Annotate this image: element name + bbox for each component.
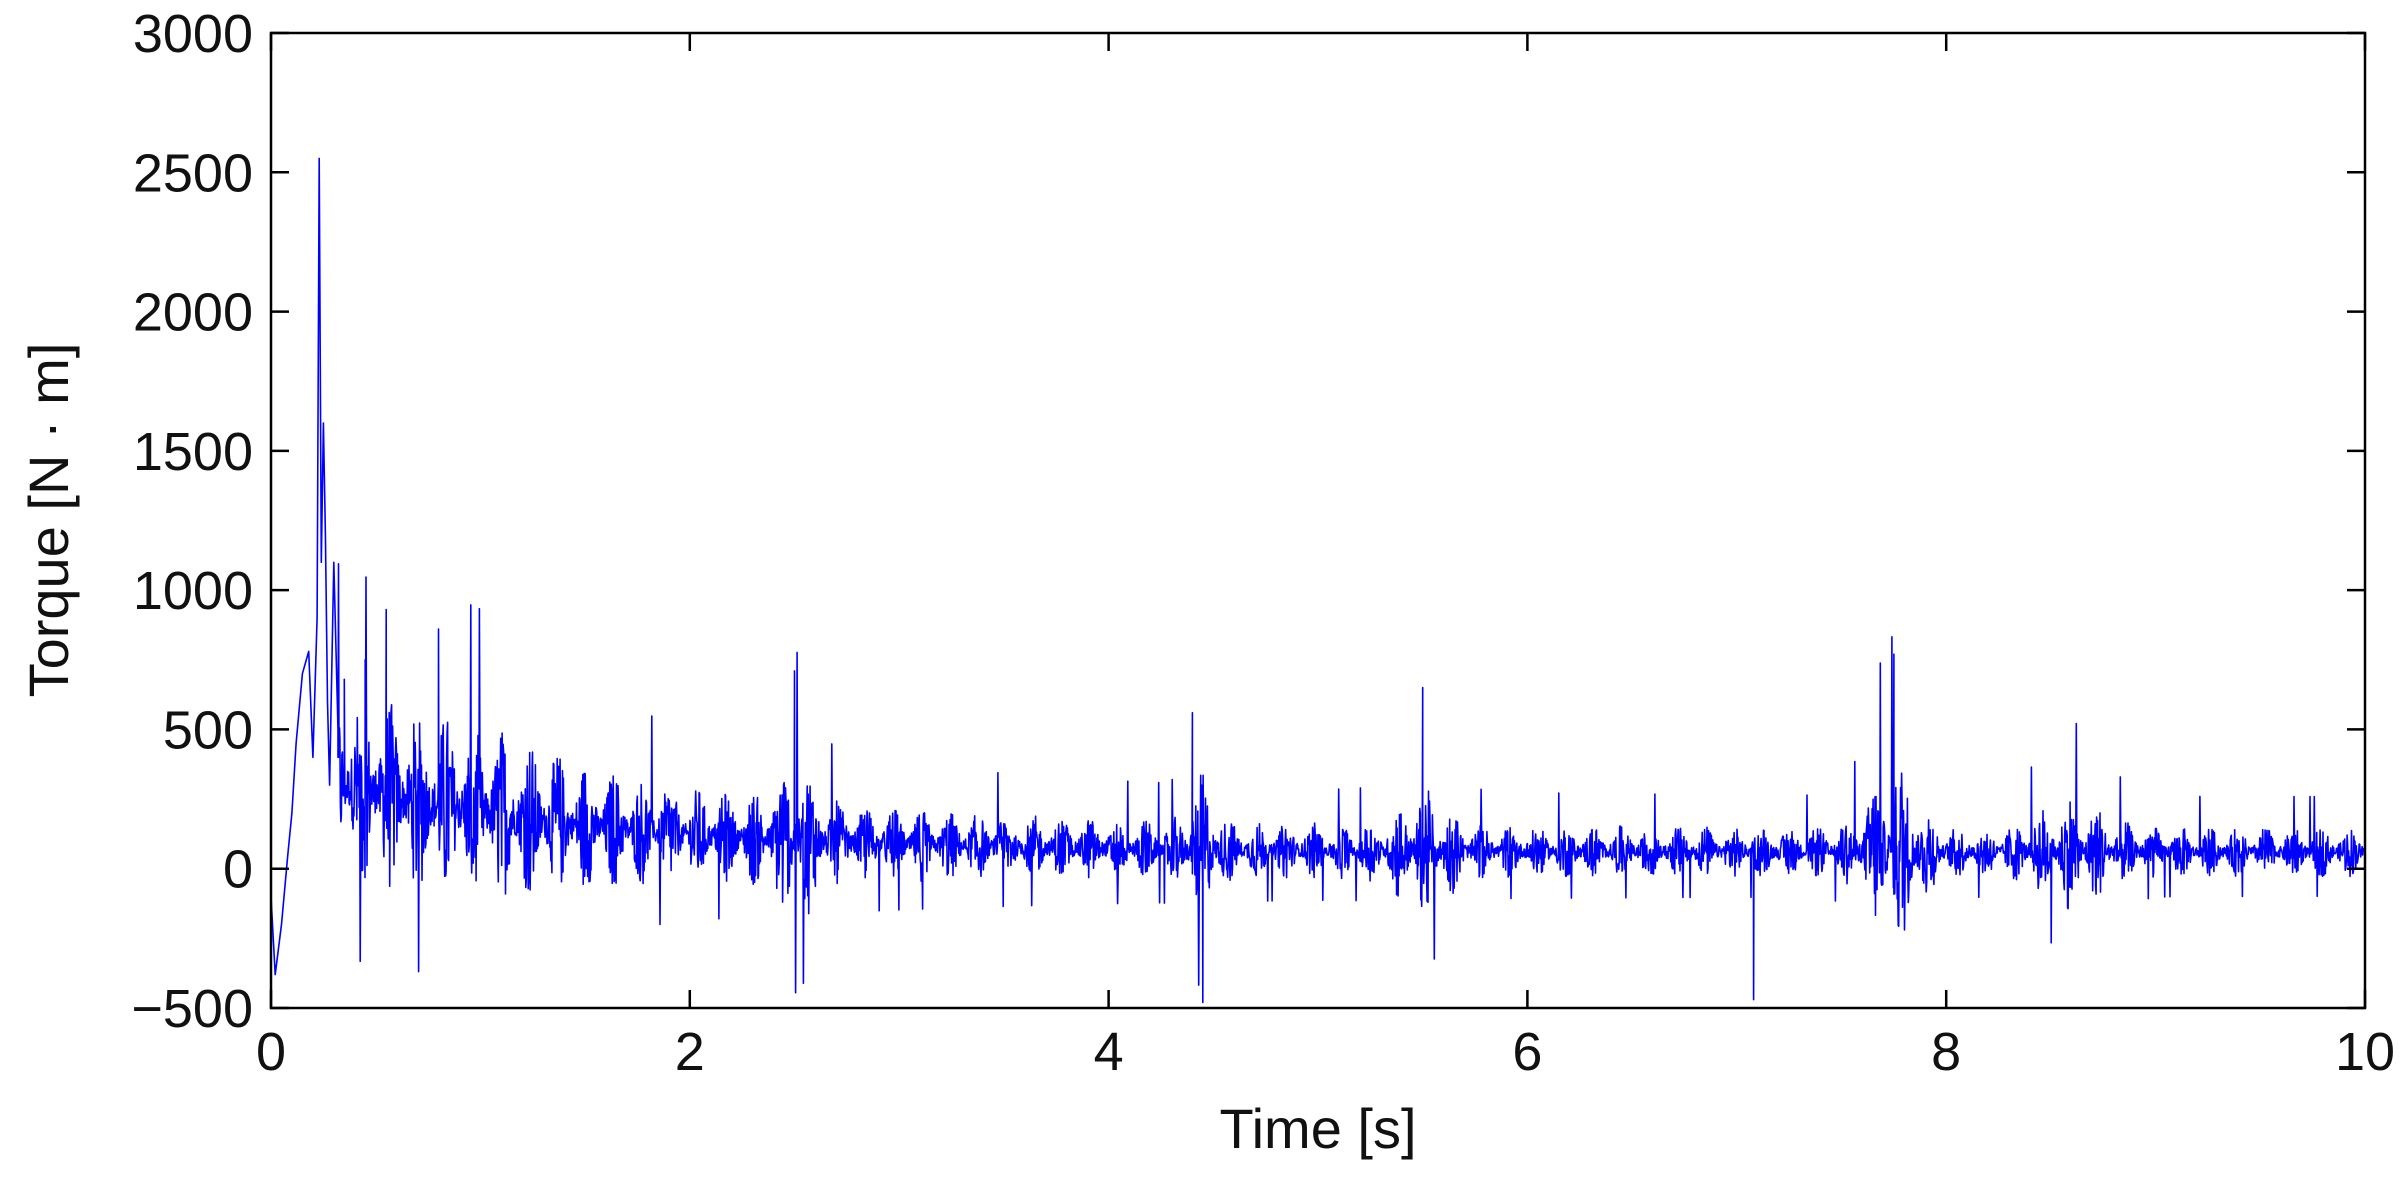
- y-tick-label: 1000: [133, 561, 253, 621]
- plot-frame: [269, 31, 2367, 1010]
- x-tick-label: 4: [1094, 1022, 1124, 1082]
- y-tick-label: −500: [131, 979, 253, 1039]
- x-axis-title: Time [s]: [1219, 1097, 1416, 1160]
- y-tick-label: 3000: [133, 4, 253, 64]
- y-tick-label: 2000: [133, 283, 253, 343]
- y-tick-label: 2500: [133, 143, 253, 203]
- torque-series-line: [270, 157, 2366, 1004]
- x-tick-label: 8: [1931, 1022, 1961, 1082]
- y-tick-label: 500: [163, 700, 253, 760]
- x-tick-label: 6: [1512, 1022, 1542, 1082]
- x-tick-label: 0: [256, 1022, 286, 1082]
- x-tick-label: 2: [675, 1022, 705, 1082]
- y-tick-label: 0: [223, 840, 253, 900]
- y-tick-label: 1500: [133, 422, 253, 482]
- x-tick-label: 10: [2335, 1022, 2395, 1082]
- y-axis-title: Torque [N · m]: [17, 343, 80, 698]
- series-layer: [270, 157, 2366, 1004]
